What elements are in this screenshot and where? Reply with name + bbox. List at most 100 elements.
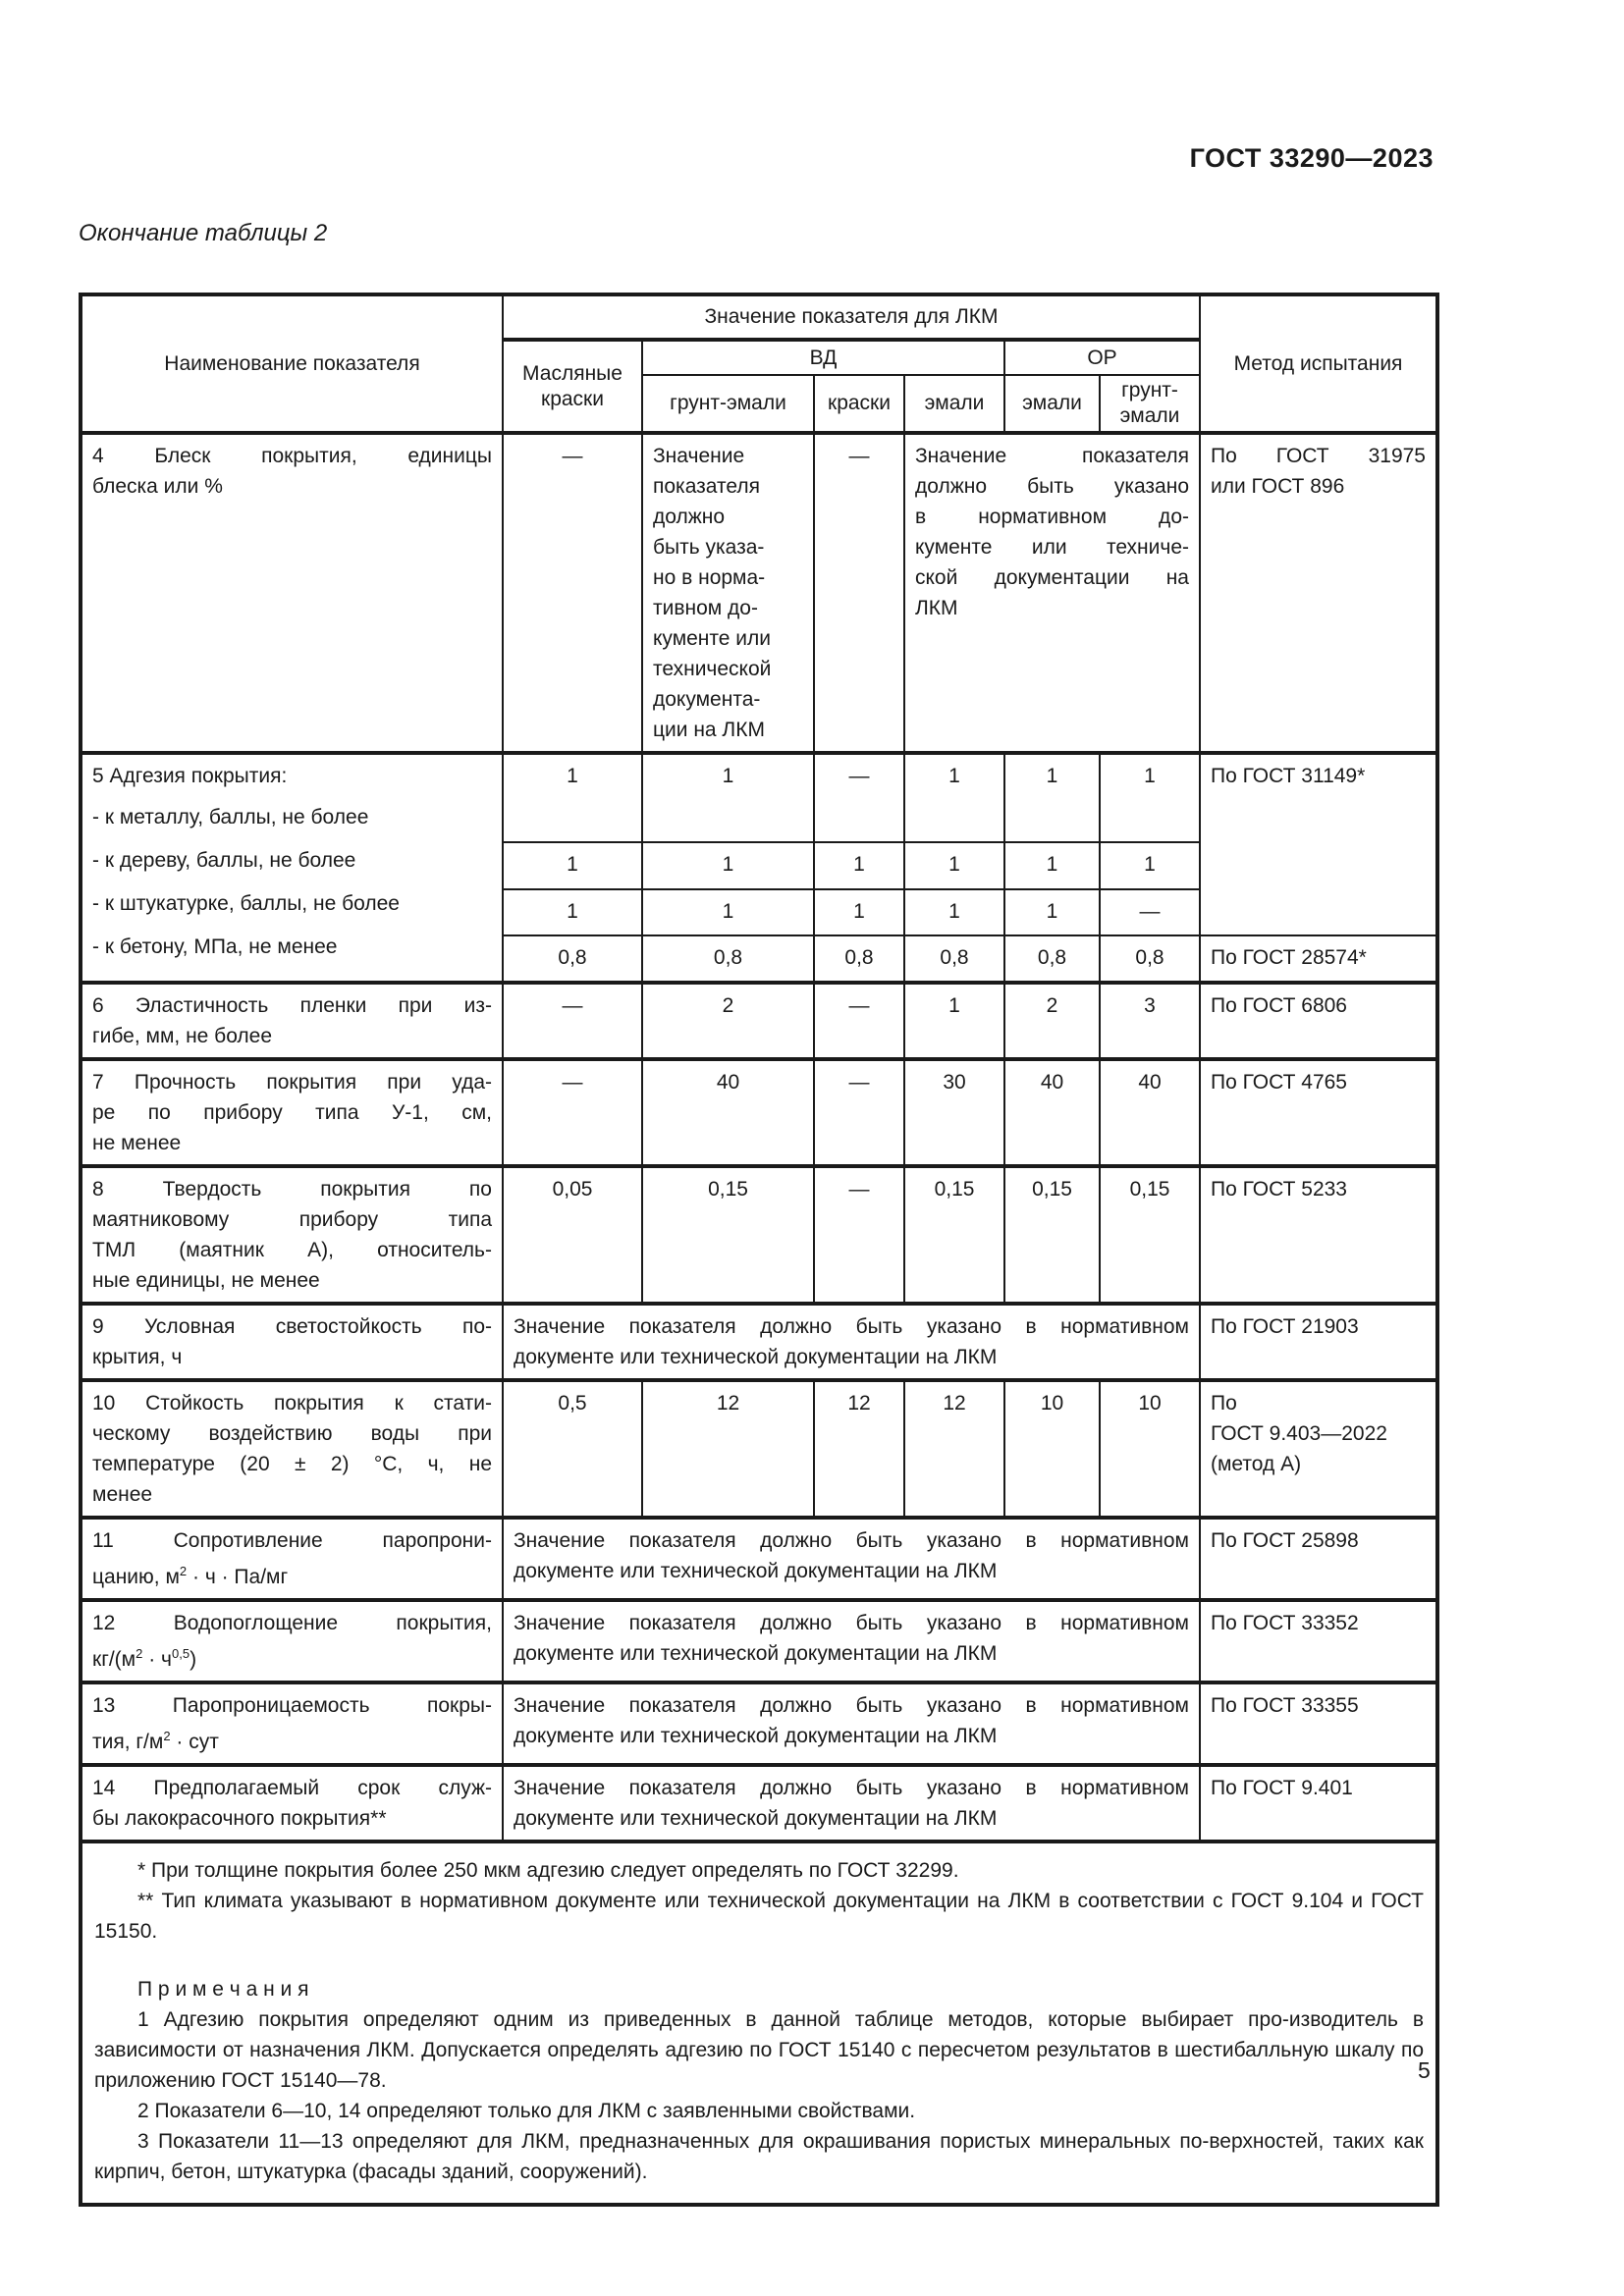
row5-concrete-vd-grunt: 0,8: [641, 934, 815, 984]
row-5-adhesion-metal: 5 Адгезия покрытия: - к металлу, баллы, …: [80, 750, 1438, 984]
row-5-adhesion-plaster: 1 1 1 1 1 —: [81, 887, 1437, 937]
row11-method-cell: По ГОСТ 25898: [1199, 1516, 1438, 1601]
row7-method-cell: По ГОСТ 4765: [1199, 1057, 1438, 1167]
row4-name-cell: 4 Блеск покрытия, единицы блеска или %: [80, 431, 504, 754]
row14-method-cell: По ГОСТ 9.401: [1199, 1763, 1438, 1842]
row6-value-oil: —: [502, 981, 643, 1060]
col-header-or-grunt-emali: грунт-эмали: [1099, 374, 1201, 434]
row4-method-cell: По ГОСТ 31975 или ГОСТ 896: [1199, 431, 1438, 754]
row6-value-vd-emali: 1: [903, 981, 1005, 1060]
row-5-adhesion-concrete: 0,8 0,8 0,8 0,8 0,8 0,8 По ГОСТ 28574*: [81, 934, 1438, 984]
col-header-vd-group: ВД: [641, 339, 1005, 376]
row-10-water-resistance: 10 Стойкость покрытия к стати-ческому во…: [80, 1378, 1438, 1519]
row4-vd-grunt-emali-value: Значение показателя должно быть указа- н…: [641, 431, 815, 754]
row5-plaster-oil: 1: [502, 887, 643, 937]
row10-value-oil: 0,5: [502, 1378, 643, 1519]
row8-method-cell: По ГОСТ 5233: [1199, 1164, 1438, 1305]
row6-value-or-emali: 2: [1003, 981, 1101, 1060]
table-2-continued: Наименование показателя Значение показат…: [79, 293, 1439, 2207]
row5-wood-or-grunt: 1: [1099, 841, 1201, 890]
row-8-hardness: 8 Твердость покрытия по маятниковому приб…: [80, 1164, 1438, 1305]
row14-name-cell: 14 Предполагаемый срок служ-бы лакокрасо…: [80, 1763, 504, 1842]
row8-value-oil: 0,05: [502, 1164, 643, 1305]
col-header-vd-grunt-emali: грунт-эмали: [641, 374, 815, 434]
row5-plaster-vd-grunt: 1: [641, 887, 815, 937]
row7-name-cell: 7 Прочность покрытия при уда-ре по прибо…: [80, 1057, 504, 1167]
page-number: 5: [1418, 2057, 1431, 2083]
row13-span-value: Значение показателя должно быть указано …: [502, 1681, 1201, 1766]
note-3: 3 Показатели 11—13 определяют для ЛКМ, п…: [94, 2130, 1424, 2183]
row10-value-or-grunt: 10: [1099, 1378, 1201, 1519]
row8-name-cell: 8 Твердость покрытия по маятниковому приб…: [80, 1164, 504, 1305]
row8-value-or-grunt: 0,15: [1099, 1164, 1201, 1305]
row5-plaster-line: - к штукатурке, баллы, не более: [92, 892, 400, 915]
row4-oil-value: —: [502, 431, 643, 754]
row5-metal-or-grunt: 1: [1099, 750, 1201, 844]
row7-value-or-grunt: 40: [1099, 1057, 1201, 1167]
row10-value-vd-kraski: 12: [813, 1378, 905, 1519]
row11-name-cell: 11 Сопротивление паропрони-цанию, м2 · ч…: [80, 1516, 504, 1601]
row5-metal-oil: 1: [502, 750, 643, 844]
row5-metal-vd-grunt: 1: [641, 750, 815, 844]
col-header-value-group: Значение показателя для ЛКМ: [502, 294, 1201, 342]
row5-wood-vd-emali: 1: [903, 841, 1005, 890]
row7-value-oil: —: [502, 1057, 643, 1167]
row9-span-value: Значение показателя должно быть указано …: [502, 1302, 1201, 1381]
row-5-adhesion-wood: 1 1 1 1 1 1: [81, 841, 1437, 890]
row-7-impact-strength: 7 Прочность покрытия при уда-ре по прибо…: [80, 1057, 1438, 1167]
row10-name-cell: 10 Стойкость покрытия к стати-ческому во…: [80, 1378, 504, 1519]
col-header-test-method: Метод испытания: [1199, 294, 1438, 434]
row5-metal-vd-kraski: —: [813, 750, 905, 844]
row7-value-vd-emali: 30: [903, 1057, 1005, 1167]
row5-concrete-line: - к бетону, МПа, не менее: [92, 935, 338, 958]
row14-span-value: Значение показателя должно быть указано …: [502, 1763, 1201, 1842]
row-4-gloss: 4 Блеск покрытия, единицы блеска или % — …: [80, 431, 1438, 754]
row6-value-or-grunt: 3: [1099, 981, 1201, 1060]
row5-wood-line: - к дереву, баллы, не более: [92, 849, 356, 872]
row8-value-vd-kraski: —: [813, 1164, 905, 1305]
row12-name-cell: 12 Водопоглощение покрытия, кг/(м2 · ч0,5…: [80, 1598, 504, 1683]
row-11-vapor-resistance: 11 Сопротивление паропрони-цанию, м2 · ч…: [80, 1516, 1438, 1601]
row-9-light-fastness: 9 Условная светостойкость по-крытия, ч З…: [80, 1302, 1438, 1381]
doc-code: ГОСТ 33290—2023: [1189, 143, 1434, 173]
row5-metal-line: - к металлу, баллы, не более: [92, 806, 369, 828]
row6-method-cell: По ГОСТ 6806: [1199, 981, 1438, 1060]
row8-value-vd-grunt: 0,15: [641, 1164, 815, 1305]
row-footnotes: * При толщине покрытия более 250 мкм адг…: [80, 1840, 1438, 2206]
row5-concrete-or-emali: 0,8: [1003, 934, 1101, 984]
row5-wood-oil: 1: [502, 841, 643, 890]
row13-method-cell: По ГОСТ 33355: [1199, 1681, 1438, 1766]
row5-concrete-vd-emali: 0,8: [903, 934, 1005, 984]
note-2: 2 Показатели 6—10, 14 определяют только …: [137, 2100, 916, 2122]
row7-value-or-emali: 40: [1003, 1057, 1101, 1167]
table-header: Наименование показателя Значение показат…: [80, 294, 1438, 434]
row5-wood-vd-kraski: 1: [813, 841, 905, 890]
row7-value-vd-grunt: 40: [641, 1057, 815, 1167]
row12-method-cell: По ГОСТ 33352: [1199, 1598, 1438, 1683]
row10-value-vd-emali: 12: [903, 1378, 1005, 1519]
col-header-oil-paints: Масляные краски: [502, 339, 643, 434]
col-header-vd-emali: эмали: [903, 374, 1005, 434]
row8-value-vd-emali: 0,15: [903, 1164, 1005, 1305]
row5-plaster-or-emali: 1: [1003, 887, 1101, 937]
row6-value-vd-kraski: —: [813, 981, 905, 1060]
row4-vd-kraski-value: —: [813, 431, 905, 754]
row5-metal-vd-emali: 1: [903, 750, 1005, 844]
row9-name-cell: 9 Условная светостойкость по-крытия, ч: [80, 1302, 504, 1381]
row5-name-cell: 5 Адгезия покрытия: - к металлу, баллы, …: [80, 751, 504, 984]
note-1: 1 Адгезию покрытия определяют одним из п…: [94, 2008, 1424, 2092]
row5-plaster-or-grunt: —: [1099, 887, 1201, 937]
row-13-vapor-permeability: 13 Паропроницаемость покры-тия, г/м2 · с…: [80, 1681, 1438, 1766]
row5-plaster-vd-kraski: 1: [813, 887, 905, 937]
table-caption: Окончание таблицы 2: [79, 220, 328, 246]
row10-method-cell: По ГОСТ 9.403—2022 (метод А): [1199, 1378, 1438, 1519]
row5-method-adhesion: По ГОСТ 31149*: [1199, 750, 1438, 937]
row5-title-line: 5 Адгезия покрытия:: [92, 765, 288, 787]
row5-metal-or-emali: 1: [1003, 750, 1101, 844]
row10-value-or-emali: 10: [1003, 1378, 1101, 1519]
row4-span-value: Значение показателя должно быть указано в …: [903, 431, 1201, 754]
row8-value-or-emali: 0,15: [1003, 1164, 1101, 1305]
row10-value-vd-grunt: 12: [641, 1378, 815, 1519]
footnote-2: ** Тип климата указывают в нормативном д…: [94, 1890, 1424, 1943]
